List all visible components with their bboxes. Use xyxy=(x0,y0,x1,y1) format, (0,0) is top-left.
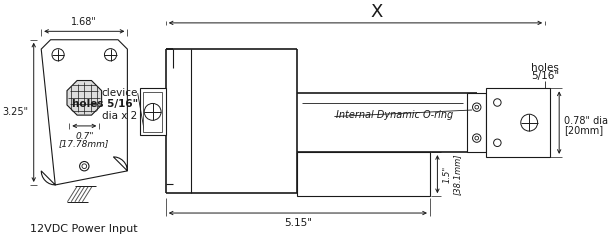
Text: Internal Dynamic O-ring: Internal Dynamic O-ring xyxy=(336,110,454,120)
Polygon shape xyxy=(41,40,127,185)
Circle shape xyxy=(52,49,64,61)
Text: 0.7": 0.7" xyxy=(75,132,94,141)
Bar xyxy=(139,89,166,135)
Circle shape xyxy=(475,105,479,109)
Text: [20mm]: [20mm] xyxy=(564,125,603,135)
Text: clevice: clevice xyxy=(101,88,138,98)
Circle shape xyxy=(104,49,116,61)
Text: holes 5/16": holes 5/16" xyxy=(72,99,138,109)
Circle shape xyxy=(473,103,481,111)
Text: holes: holes xyxy=(531,63,559,73)
Bar xyxy=(486,89,550,157)
Text: 12VDC Power Input: 12VDC Power Input xyxy=(30,224,138,234)
Text: 1.5"
[38.1mm]: 1.5" [38.1mm] xyxy=(442,153,462,195)
Polygon shape xyxy=(67,80,102,115)
Circle shape xyxy=(494,99,501,106)
Text: [17.78mm]: [17.78mm] xyxy=(59,139,110,148)
Circle shape xyxy=(80,162,89,171)
Text: 1.68": 1.68" xyxy=(71,17,97,27)
Bar xyxy=(297,152,430,196)
Text: dia x 2: dia x 2 xyxy=(102,111,138,121)
Circle shape xyxy=(82,164,86,168)
Bar xyxy=(143,92,162,132)
Circle shape xyxy=(494,139,501,147)
Text: 5.15": 5.15" xyxy=(284,218,312,228)
Text: 3.25": 3.25" xyxy=(2,107,28,117)
Text: X: X xyxy=(370,3,382,21)
Text: 0.78" dia: 0.78" dia xyxy=(564,116,608,126)
Circle shape xyxy=(473,134,481,142)
Circle shape xyxy=(521,114,538,131)
Text: 5/16": 5/16" xyxy=(531,71,559,81)
Circle shape xyxy=(144,103,161,120)
Bar xyxy=(467,93,486,152)
Circle shape xyxy=(475,136,479,140)
